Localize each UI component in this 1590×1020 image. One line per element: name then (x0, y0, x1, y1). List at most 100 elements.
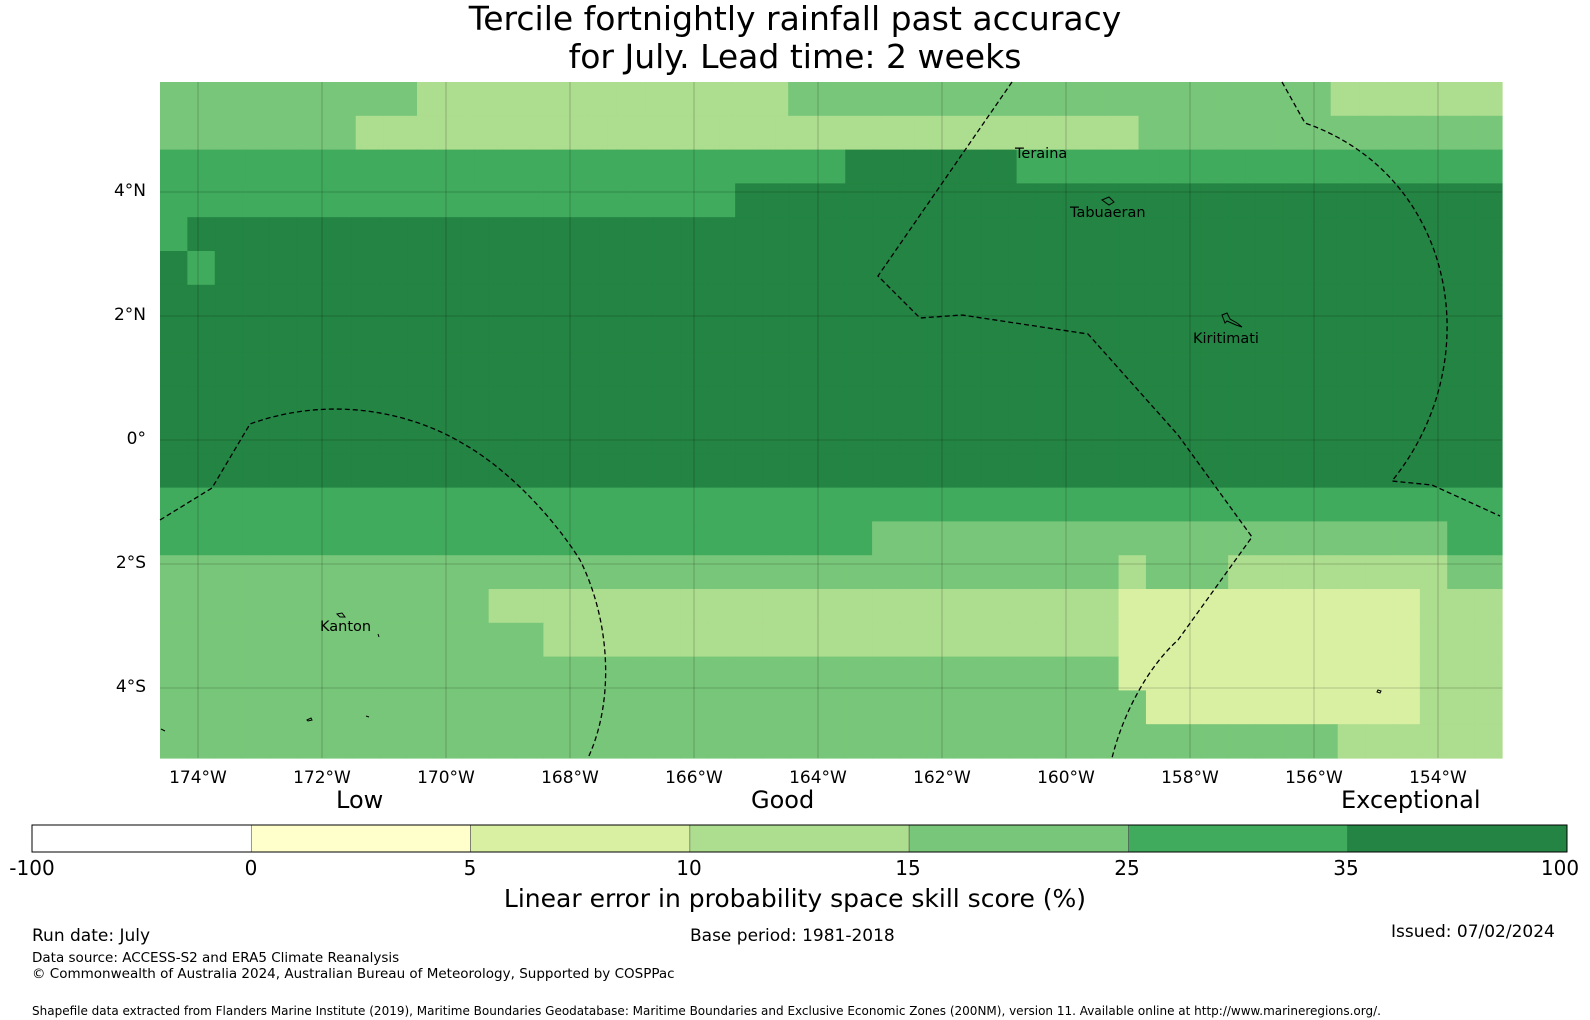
skill-cell (1392, 622, 1421, 658)
skill-cell (516, 555, 545, 590)
skill-cell (1009, 487, 1038, 522)
skill-cell (488, 487, 517, 522)
skill-cell (1392, 521, 1421, 556)
skill-cell (789, 724, 818, 759)
skill-cell (735, 183, 764, 218)
skill-cell (543, 724, 572, 759)
skill-cell (1200, 690, 1229, 725)
skill-cell (817, 622, 846, 658)
skill-cell (1036, 217, 1065, 252)
skill-cell (461, 690, 490, 725)
skill-cell (844, 284, 873, 320)
skill-cell (1474, 284, 1503, 320)
skill-cell (1091, 589, 1120, 624)
skill-cell (735, 589, 764, 624)
skill-cell (160, 352, 188, 387)
skill-cell (735, 420, 764, 455)
skill-cell (1145, 724, 1174, 759)
skill-cell (1392, 487, 1421, 522)
skill-cell (461, 555, 490, 590)
skill-cell (872, 453, 901, 489)
copyright: © Commonwealth of Australia 2024, Austra… (32, 966, 675, 982)
skill-cell (214, 487, 243, 522)
skill-cell (981, 251, 1010, 286)
skill-cell (1102, 149, 1132, 184)
skill-cell (1447, 487, 1476, 522)
skill-cell (1474, 420, 1503, 455)
skill-cell (1173, 724, 1202, 759)
skill-cell (652, 724, 681, 759)
skill-cell (735, 251, 764, 286)
skill-cell (926, 555, 955, 590)
skill-cell (981, 724, 1010, 759)
skill-cell (1118, 251, 1147, 286)
skill-cell (844, 555, 873, 590)
skill-cell (899, 352, 928, 387)
skill-cell (1337, 555, 1366, 590)
skill-cell (406, 724, 435, 759)
skill-cell (1228, 656, 1257, 691)
lat-label-0: 0° (126, 429, 146, 449)
skill-cell (1392, 690, 1421, 725)
skill-cell (1187, 149, 1218, 184)
skill-cell (817, 487, 846, 522)
skill-cell (844, 589, 873, 624)
category-label-low: Low (336, 786, 384, 814)
skill-cell (899, 453, 928, 489)
skill-cell (1337, 622, 1366, 658)
skill-cell (1118, 386, 1147, 421)
skill-cell (1255, 453, 1284, 489)
skill-cell (1036, 656, 1065, 691)
skill-cell (625, 183, 654, 218)
skill-cell (954, 521, 983, 556)
skill-cell (543, 251, 572, 286)
skill-cell (1310, 183, 1339, 218)
skill-cell (1036, 352, 1065, 387)
skill-cell (416, 82, 447, 117)
skill-cell (680, 386, 709, 421)
skill-cell (899, 589, 928, 624)
skill-cell (707, 284, 736, 320)
skill-cell (296, 352, 325, 387)
skill-cell (296, 656, 325, 691)
skill-cell (1009, 183, 1038, 218)
skill-cell (488, 284, 517, 320)
skill-cell (433, 453, 462, 489)
skill-cell (570, 690, 599, 725)
skill-cell (296, 690, 325, 725)
skill-cell (359, 149, 390, 184)
skill-cell (379, 453, 408, 489)
skill-cell (625, 352, 654, 387)
skill-cell (652, 622, 681, 658)
skill-cell (1392, 284, 1421, 320)
skill-cell (844, 724, 873, 759)
title-line-1: Tercile fortnightly rainfall past accura… (468, 0, 1122, 38)
skill-cell (954, 589, 983, 624)
skill-cell (242, 352, 271, 387)
skill-cell (269, 453, 298, 489)
skill-cell (543, 521, 572, 556)
skill-cell (1310, 217, 1339, 252)
islet-2 (306, 717, 313, 722)
skill-cell (488, 589, 517, 624)
skill-cell (652, 318, 681, 353)
skill-cell (926, 589, 955, 624)
skill-cell (899, 622, 928, 658)
skill-cell (1337, 724, 1366, 759)
skill-cell (1310, 622, 1339, 658)
skill-cell (616, 149, 646, 184)
skill-cell (1392, 386, 1421, 421)
eez-boundary-kiribati-line (877, 81, 1253, 759)
skill-cell (406, 251, 435, 286)
skill-cell (351, 386, 380, 421)
skill-cell (914, 115, 944, 151)
skill-cell (872, 724, 901, 759)
kanton-island (335, 612, 346, 618)
skill-cell (1416, 82, 1446, 117)
place-label-kanton: Kanton (320, 619, 372, 635)
skill-cell (467, 115, 497, 151)
skill-cell (872, 622, 901, 658)
skill-cell (1255, 386, 1284, 421)
skill-cell (1392, 318, 1421, 353)
skill-cell (1474, 555, 1503, 590)
